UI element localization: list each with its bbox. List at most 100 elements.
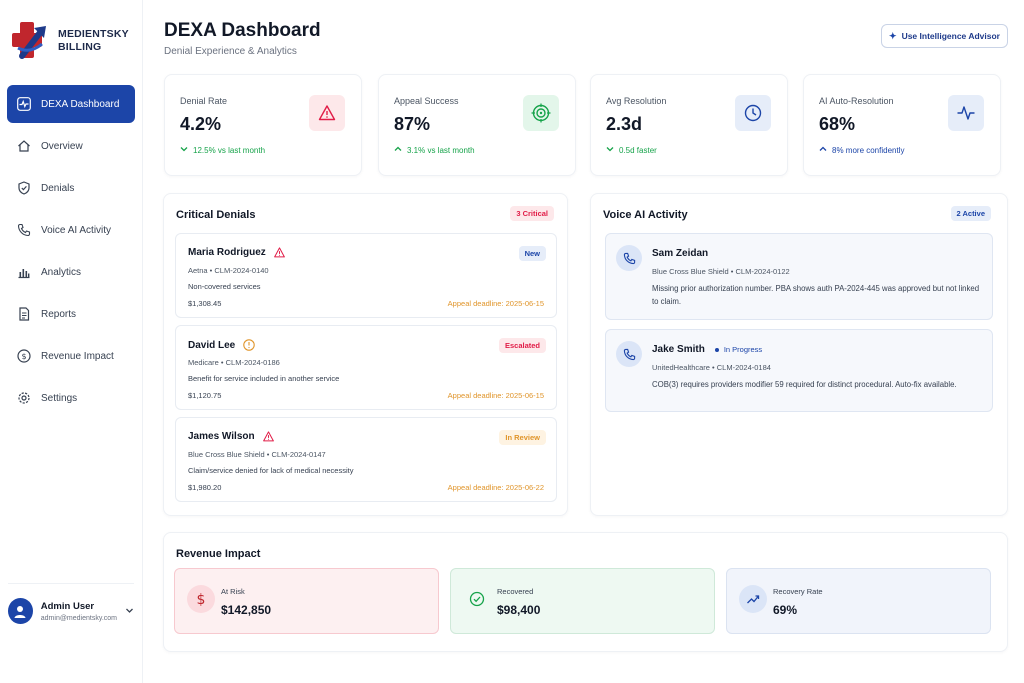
- status-badge: In Review: [499, 430, 546, 445]
- bar-chart-icon: [16, 264, 32, 280]
- denial-reason: Non-covered services: [188, 282, 261, 291]
- stat-trend: 0.5d faster: [606, 145, 657, 155]
- phone-icon: [616, 341, 642, 367]
- gear-icon: [16, 390, 32, 406]
- check-circle-icon: [463, 585, 491, 613]
- status-badge: Escalated: [498, 338, 546, 353]
- appeal-deadline: Appeal deadline: 2025-06-15: [447, 299, 544, 308]
- status-badge: New: [518, 246, 546, 261]
- stat-trend: 8% more confidently: [819, 145, 904, 155]
- stat-value: 87%: [394, 114, 431, 134]
- status-text: In Progress: [723, 345, 763, 354]
- stat-value: 68%: [819, 114, 856, 134]
- phone-icon: [16, 222, 32, 238]
- sidebar-item-label: Revenue Impact: [41, 350, 114, 362]
- denial-card[interactable]: Maria Rodriguez New Aetna • CLM-2024-014…: [175, 233, 557, 318]
- denial-patient-name: David Lee: [188, 339, 236, 351]
- arrow-up-icon: [819, 145, 827, 155]
- sidebar-item-label: Voice AI Activity: [41, 224, 112, 236]
- active-count-badge: 2 Active: [950, 206, 991, 221]
- brand-line-1: MEDIENTSKY: [58, 28, 129, 40]
- svg-text:$: $: [197, 592, 206, 606]
- sidebar-item-denials[interactable]: Denials: [7, 169, 135, 207]
- svg-text:$: $: [21, 352, 26, 361]
- panel-title: Critical Denials: [176, 209, 256, 221]
- stat-card-ai-auto-resolution[interactable]: AI Auto-Resolution 68% 8% more confident…: [803, 74, 1001, 176]
- status-badge: In Progress: [714, 345, 763, 354]
- revenue-card-at-risk[interactable]: $ At Risk $142,850: [174, 568, 439, 634]
- brand-logo[interactable]: MEDIENTSKY BILLING: [12, 20, 129, 62]
- stat-trend-text: 0.5d faster: [619, 145, 657, 155]
- target-icon: [523, 95, 559, 131]
- stat-card-avg-resolution[interactable]: Avg Resolution 2.3d 0.5d faster: [590, 74, 788, 176]
- denial-reason: Benefit for service included in another …: [188, 374, 340, 383]
- intelligence-advisor-button[interactable]: ✦ Use Intelligence Advisor: [881, 24, 1008, 48]
- voice-call-card[interactable]: Jake Smith In Progress UnitedHealthcare …: [605, 329, 993, 412]
- stat-card-appeal-success[interactable]: Appeal Success 87% 3.1% vs last month: [378, 74, 576, 176]
- denial-patient-name: James Wilson: [188, 431, 255, 442]
- revenue-value: $142,850: [221, 603, 272, 617]
- stat-label: Denial Rate: [180, 96, 228, 106]
- sparkle-icon: ✦: [889, 30, 897, 41]
- sidebar-item-reports[interactable]: Reports: [7, 295, 135, 333]
- voice-call-card[interactable]: Sam Zeidan Blue Cross Blue Shield • CLM-…: [605, 233, 993, 320]
- stat-label: Appeal Success: [394, 96, 459, 106]
- sidebar-item-label: Overview: [41, 140, 83, 152]
- voice-meta: UnitedHealthcare • CLM-2024-0184: [652, 363, 771, 372]
- denial-card[interactable]: James Wilson In Review Blue Cross Blue S…: [175, 417, 557, 502]
- sidebar-item-overview[interactable]: Overview: [7, 127, 135, 165]
- activity-icon: [16, 96, 32, 112]
- sidebar-item-dexa-dashboard[interactable]: DEXA Dashboard: [7, 85, 135, 123]
- alert-triangle-icon: [262, 431, 274, 442]
- revenue-label: Recovery Rate: [773, 587, 823, 596]
- revenue-card-recovery-rate[interactable]: Recovery Rate 69%: [726, 568, 991, 634]
- sidebar-item-label: Reports: [41, 308, 77, 320]
- user-menu[interactable]: Admin User admin@medientsky.com: [8, 583, 134, 624]
- stat-trend: 3.1% vs last month: [394, 145, 475, 155]
- denial-amount: $1,308.45: [188, 299, 222, 308]
- advisor-button-label: Use Intelligence Advisor: [901, 31, 1000, 41]
- alert-circle-icon: [243, 339, 255, 351]
- pulse-icon: [948, 95, 984, 131]
- appeal-deadline: Appeal deadline: 2025-06-22: [447, 483, 544, 492]
- critical-denials-panel: Critical Denials 3 Critical Maria Rodrig…: [163, 193, 568, 516]
- voice-note: Missing prior authorization number. PBA …: [652, 284, 980, 306]
- page-title: DEXA Dashboard: [164, 20, 321, 41]
- revenue-card-recovered[interactable]: Recovered $98,400: [450, 568, 715, 634]
- denial-meta: Medicare • CLM-2024-0186: [188, 358, 280, 367]
- stat-label: Avg Resolution: [606, 96, 667, 106]
- sidebar-item-voice-ai-activity[interactable]: Voice AI Activity: [7, 211, 135, 249]
- stat-card-denial-rate[interactable]: Denial Rate 4.2% 12.5% vs last month: [164, 74, 362, 176]
- denial-meta: Aetna • CLM-2024-0140: [188, 266, 269, 275]
- stat-trend-text: 12.5% vs last month: [193, 145, 266, 155]
- voice-meta: Blue Cross Blue Shield • CLM-2024-0122: [652, 267, 790, 276]
- critical-count-badge: 3 Critical: [510, 206, 554, 221]
- sidebar-item-revenue-impact[interactable]: $ Revenue Impact: [7, 337, 135, 375]
- trending-up-icon: [739, 585, 767, 613]
- sidebar: MEDIENTSKY BILLING DEXA Dashboard Overvi…: [0, 0, 143, 683]
- page-subtitle: Denial Experience & Analytics: [164, 46, 297, 57]
- denial-amount: $1,980.20: [188, 483, 222, 492]
- brand-line-2: BILLING: [58, 41, 102, 53]
- sidebar-item-settings[interactable]: Settings: [7, 379, 135, 417]
- dollar-circle-icon: $: [16, 348, 32, 364]
- clock-icon: [735, 95, 771, 131]
- stat-value: 2.3d: [606, 114, 643, 134]
- denial-patient-name: Maria Rodriguez: [188, 247, 266, 258]
- voice-note: COB(3) requires providers modifier 59 re…: [652, 380, 957, 389]
- revenue-value: $98,400: [497, 603, 541, 617]
- status-dot-icon: [714, 347, 719, 352]
- avatar: [8, 598, 33, 624]
- chevron-down-icon[interactable]: [125, 602, 134, 620]
- logo-mark-icon: [12, 20, 52, 62]
- document-icon: [16, 306, 32, 322]
- sidebar-item-analytics[interactable]: Analytics: [7, 253, 135, 291]
- denial-amount: $1,120.75: [188, 391, 222, 400]
- stat-trend-text: 8% more confidently: [832, 145, 905, 155]
- stat-trend-text: 3.1% vs last month: [407, 145, 475, 155]
- sidebar-item-label: Denials: [41, 182, 75, 194]
- sidebar-nav: DEXA Dashboard Overview Denials Voice AI…: [7, 85, 135, 421]
- arrow-down-icon: [606, 145, 614, 155]
- user-email: admin@medientsky.com: [40, 614, 117, 622]
- denial-card[interactable]: David Lee Escalated Medicare • CLM-2024-…: [175, 325, 557, 410]
